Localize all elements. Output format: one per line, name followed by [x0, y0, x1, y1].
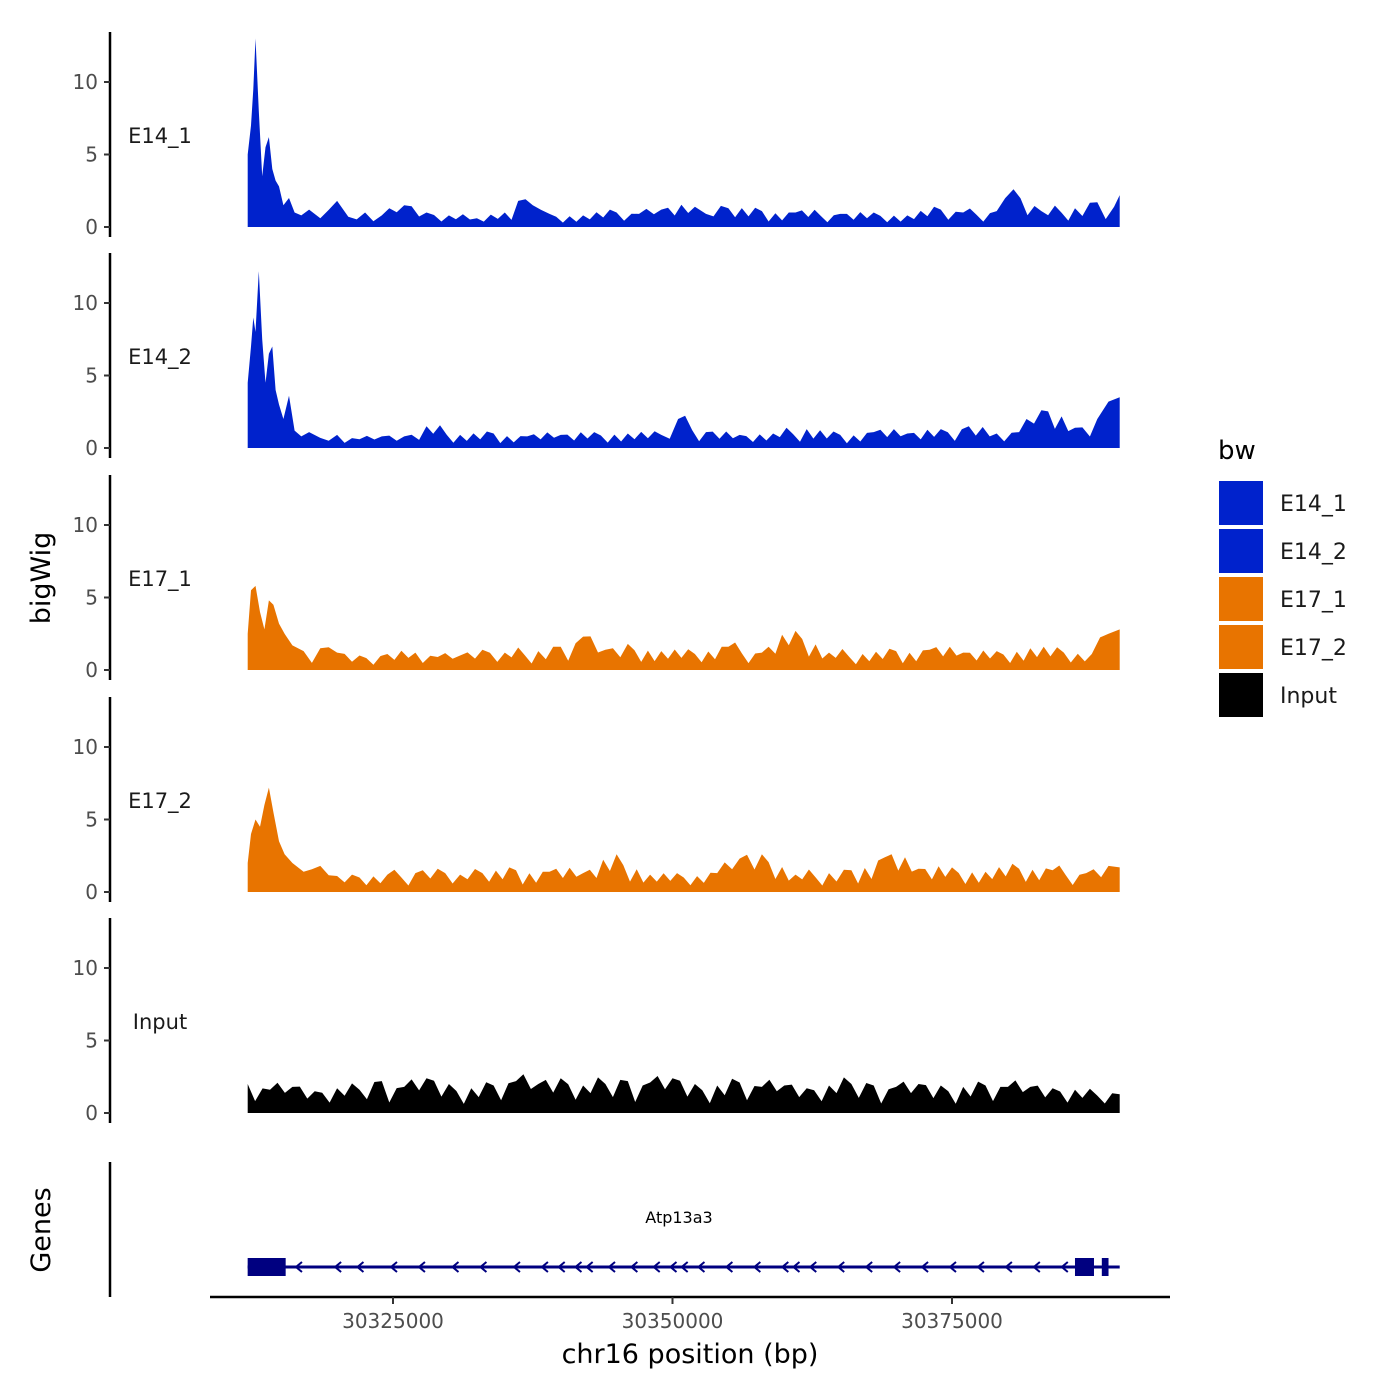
strand-arrow — [791, 1261, 801, 1273]
legend-swatch — [1219, 673, 1263, 717]
gene-exon — [1101, 1258, 1109, 1276]
strand-arrow — [333, 1261, 342, 1273]
strand-arrow — [892, 1261, 901, 1273]
legend-swatch — [1219, 577, 1263, 621]
strand-arrow — [780, 1261, 789, 1273]
legend-swatch — [1219, 481, 1263, 525]
strand-arrow — [355, 1261, 365, 1273]
legend-item: E14_2 — [1219, 529, 1347, 573]
strand-arrow — [540, 1261, 549, 1273]
track-label: Input — [133, 1010, 187, 1034]
strand-arrow — [680, 1261, 689, 1273]
series-area-E14_1 — [247, 38, 1120, 227]
legend-label: E14_2 — [1280, 540, 1347, 565]
gene-track: Atp13a3 — [108, 1162, 1120, 1297]
legend-label: E17_1 — [1280, 588, 1347, 613]
strand-arrow — [948, 1261, 957, 1273]
legend-swatch — [1219, 529, 1263, 573]
strand-arrow — [652, 1261, 661, 1273]
legend-item: Input — [1219, 673, 1337, 717]
x-tick-label: 30350000 — [622, 1309, 724, 1333]
strand-arrow — [976, 1261, 985, 1273]
series-area-E17_1 — [247, 585, 1120, 670]
strand-arrow — [864, 1261, 873, 1273]
track-label: E14_2 — [128, 345, 192, 370]
strand-arrow — [668, 1261, 678, 1273]
track-E17_1: 0 5 10 E17_1 — [73, 475, 1120, 682]
y-tick-label: 0 — [85, 215, 98, 239]
strand-arrow — [808, 1261, 817, 1273]
strand-arrow — [557, 1261, 566, 1273]
strand-arrow — [478, 1261, 488, 1273]
y-tick-label: 5 — [85, 586, 98, 610]
track-label: E17_1 — [128, 567, 192, 592]
gene-name-label: Atp13a3 — [645, 1208, 712, 1227]
y-tick-label: 10 — [73, 513, 98, 537]
strand-arrow — [752, 1261, 761, 1273]
strand-arrow — [607, 1261, 616, 1273]
legend: bw E14_1 E14_2 E17_1 E17_2 Input — [1218, 436, 1347, 717]
strand-arrow — [836, 1261, 845, 1273]
series-area-E14_2 — [247, 271, 1120, 448]
y-tick-label: 10 — [73, 70, 98, 94]
y-axis-title: bigWig — [26, 532, 57, 625]
y-tick-label: 0 — [85, 880, 98, 904]
y-tick-label: 0 — [85, 436, 98, 460]
y-tick-label: 5 — [85, 808, 98, 832]
gene-exon — [1074, 1258, 1094, 1276]
legend-label: E17_2 — [1280, 636, 1347, 661]
y-tick-label: 10 — [73, 735, 98, 759]
strand-arrow — [573, 1261, 583, 1273]
strand-arrow — [696, 1261, 706, 1273]
y-tick-label: 10 — [73, 956, 98, 980]
x-tick-label: 30375000 — [901, 1309, 1003, 1333]
y-tick-label: 0 — [85, 658, 98, 682]
y-tick-label: 10 — [73, 291, 98, 315]
strand-arrow — [1004, 1261, 1013, 1273]
series-area-Input — [247, 1074, 1120, 1113]
strand-arrow — [1032, 1261, 1041, 1273]
series-area-E17_2 — [247, 787, 1120, 892]
signal-tracks: 0 5 10 E14_1 0 5 10 E14_2 0 5 10 E17_1 0 5 10 E17_2 0 5 10… — [73, 32, 1120, 1125]
x-axis-title: chr16 position (bp) — [562, 1339, 819, 1370]
legend-item: E14_1 — [1219, 481, 1347, 525]
track-Input: 0 5 10 Input — [73, 918, 1120, 1125]
y-tick-label: 5 — [85, 1029, 98, 1053]
strand-arrow — [585, 1261, 594, 1273]
legend-title: bw — [1218, 436, 1256, 466]
strand-arrow — [512, 1261, 521, 1273]
gene-exon — [247, 1258, 286, 1276]
y-tick-label: 5 — [85, 143, 98, 167]
strand-arrow — [724, 1261, 734, 1273]
strand-arrow — [389, 1261, 398, 1273]
track-E17_2: 0 5 10 E17_2 — [73, 697, 1120, 904]
y-tick-label: 5 — [85, 364, 98, 388]
strand-arrow — [1060, 1261, 1069, 1273]
y-tick-label: 0 — [85, 1101, 98, 1125]
track-label: E14_1 — [128, 124, 192, 149]
strand-arrow — [920, 1261, 929, 1273]
track-E14_1: 0 5 10 E14_1 — [73, 32, 1120, 239]
legend-swatch — [1219, 625, 1263, 669]
strand-arrow — [417, 1261, 426, 1273]
strand-arrow — [294, 1261, 303, 1273]
x-axis: 30325000 30350000 30375000 — [210, 1295, 1170, 1333]
legend-label: Input — [1280, 684, 1337, 709]
legend-item: E17_1 — [1219, 577, 1347, 621]
x-tick-label: 30325000 — [342, 1309, 444, 1333]
genes-axis-title: Genes — [26, 1187, 57, 1272]
track-label: E17_2 — [128, 789, 192, 814]
track-E14_2: 0 5 10 E14_2 — [73, 253, 1120, 460]
legend-label: E14_1 — [1280, 492, 1347, 517]
strand-arrow — [450, 1261, 460, 1273]
legend-item: E17_2 — [1219, 625, 1347, 669]
strand-arrow — [629, 1261, 639, 1273]
